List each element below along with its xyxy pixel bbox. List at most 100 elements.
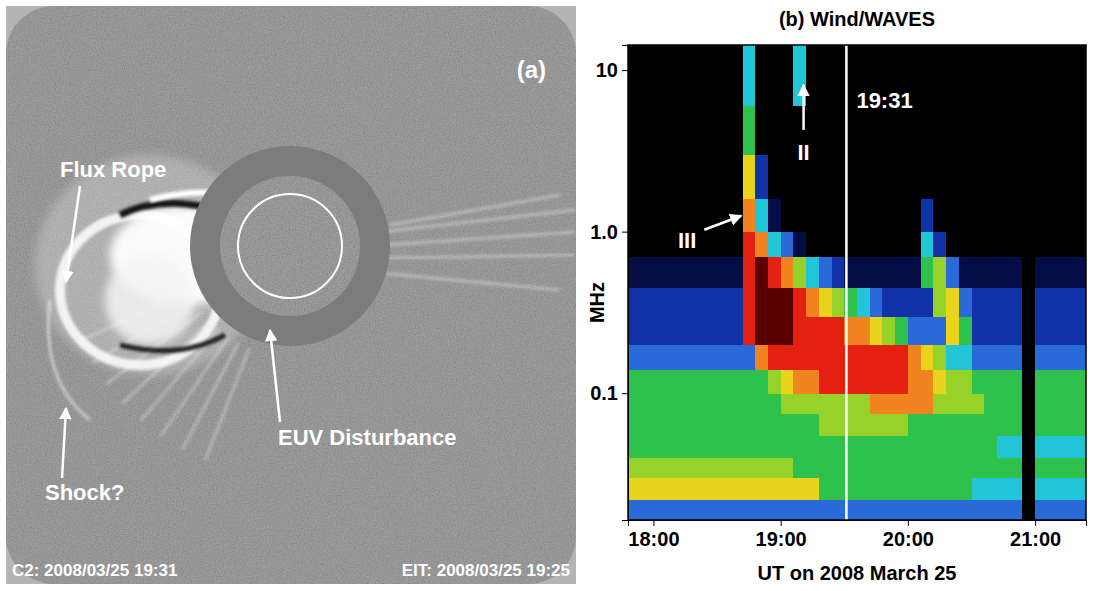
heatmap-cell xyxy=(1022,106,1035,155)
heatmap-cell xyxy=(793,288,806,317)
heatmap-cell xyxy=(933,478,946,500)
heatmap-cell xyxy=(653,370,666,394)
heatmap-cell xyxy=(1010,288,1023,317)
heatmap-cell xyxy=(743,45,756,106)
heatmap-cell xyxy=(692,499,705,520)
heatmap-cell xyxy=(641,232,654,258)
heatmap-cell xyxy=(1022,232,1035,258)
heatmap-cell xyxy=(781,155,794,200)
heatmap-cell xyxy=(933,393,946,414)
heatmap-cell xyxy=(781,316,794,345)
heatmap-cell xyxy=(692,413,705,435)
heatmap-cell xyxy=(1048,316,1061,345)
heatmap-cell xyxy=(666,345,679,371)
heatmap-cell xyxy=(857,435,870,458)
heatmap-cell xyxy=(755,316,768,345)
heatmap-cell xyxy=(793,316,806,345)
heatmap-cell xyxy=(933,45,946,106)
heatmap-cell xyxy=(933,435,946,458)
time-marker-label: 19:31 xyxy=(856,88,912,113)
heatmap-cell xyxy=(933,370,946,394)
heatmap-cell xyxy=(628,370,641,394)
heatmap-cell xyxy=(666,257,679,288)
heatmap-cell xyxy=(819,155,832,200)
heatmap-cell xyxy=(1073,45,1086,106)
heatmap-cell xyxy=(857,155,870,200)
heatmap-cell xyxy=(717,478,730,500)
heatmap-cell xyxy=(882,457,895,478)
heatmap-cell xyxy=(1073,232,1086,258)
heatmap-cell xyxy=(717,457,730,478)
heatmap-cell xyxy=(692,345,705,371)
heatmap-cell xyxy=(1073,199,1086,232)
heatmap-cell xyxy=(819,232,832,258)
heatmap-cell xyxy=(870,199,883,232)
heatmap-cell xyxy=(972,478,985,500)
heatmap-cell xyxy=(1035,435,1048,458)
heatmap-cell xyxy=(908,345,921,371)
heatmap-cell xyxy=(641,316,654,345)
heatmap-cell xyxy=(882,393,895,414)
heatmap-cell xyxy=(997,106,1010,155)
annotation-label: Flux Rope xyxy=(60,157,166,182)
heatmap-cell xyxy=(857,257,870,288)
heatmap-cell xyxy=(870,232,883,258)
heatmap-cell xyxy=(653,155,666,200)
heatmap-cell xyxy=(768,393,781,414)
heatmap-cell xyxy=(781,288,794,317)
heatmap-cell xyxy=(908,435,921,458)
heatmap-cell xyxy=(730,499,743,520)
heatmap-cell xyxy=(984,370,997,394)
heatmap-cell xyxy=(704,413,717,435)
heatmap-cell xyxy=(972,457,985,478)
heatmap-cell xyxy=(857,345,870,371)
heatmap-cell xyxy=(704,435,717,458)
heatmap-cell xyxy=(1048,478,1061,500)
heatmap-cell xyxy=(679,370,692,394)
heatmap-cell xyxy=(806,232,819,258)
heatmap-cell xyxy=(679,288,692,317)
heatmap-cell xyxy=(717,316,730,345)
image-frame xyxy=(6,6,576,584)
caption: EIT: 2008/03/25 19:25 xyxy=(402,561,570,580)
heatmap-cell xyxy=(819,106,832,155)
heatmap-cell xyxy=(806,435,819,458)
heatmap-cell xyxy=(730,257,743,288)
heatmap-cell xyxy=(628,45,641,106)
heatmap-cell xyxy=(793,370,806,394)
heatmap-cell xyxy=(895,457,908,478)
heatmap-cell xyxy=(946,316,959,345)
heatmap-cell xyxy=(768,435,781,458)
heatmap-cell xyxy=(1073,257,1086,288)
heatmap-cell xyxy=(908,478,921,500)
heatmap-cell xyxy=(1061,257,1074,288)
heatmap-cell xyxy=(641,413,654,435)
heatmap-cell xyxy=(755,413,768,435)
heatmap-cell xyxy=(653,457,666,478)
heatmap-cell xyxy=(781,393,794,414)
heatmap-cell xyxy=(755,393,768,414)
heatmap-cell xyxy=(692,316,705,345)
heatmap-cell xyxy=(628,435,641,458)
heatmap-cell xyxy=(959,316,972,345)
heatmap-cell xyxy=(704,232,717,258)
heatmap-cell xyxy=(1073,435,1086,458)
heatmap-cell xyxy=(921,288,934,317)
heatmap-cell xyxy=(959,499,972,520)
heatmap-cell xyxy=(743,257,756,288)
heatmap-cell xyxy=(870,106,883,155)
heatmap-cell xyxy=(832,45,845,106)
heatmap-cell xyxy=(882,345,895,371)
heatmap-cell xyxy=(882,499,895,520)
heatmap-cell xyxy=(692,393,705,414)
heatmap-cell xyxy=(641,199,654,232)
heatmap-cell xyxy=(870,288,883,317)
heatmap-cell xyxy=(743,316,756,345)
heatmap-cell xyxy=(1048,457,1061,478)
heatmap-cell xyxy=(628,393,641,414)
axis-line xyxy=(629,521,1087,527)
heatmap-cell xyxy=(882,106,895,155)
heatmap-cell xyxy=(704,457,717,478)
annotation-arrow xyxy=(270,330,280,422)
heatmap-cell xyxy=(1022,370,1035,394)
